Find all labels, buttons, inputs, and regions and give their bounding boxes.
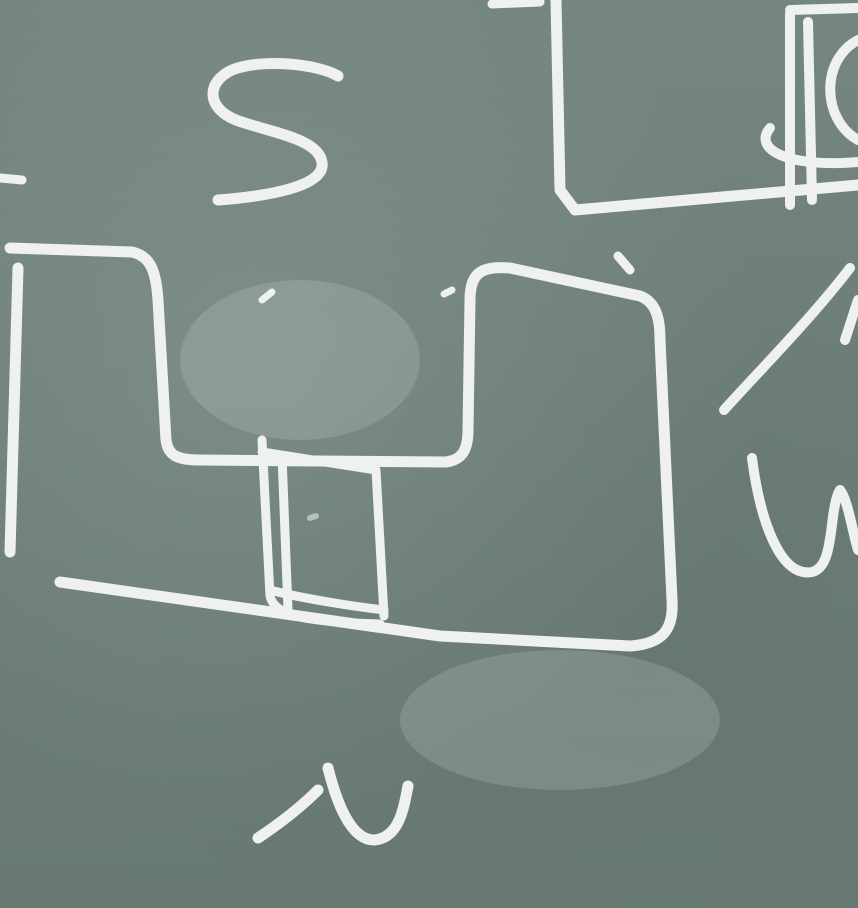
chalk-square-top-edge [487,0,545,9]
chalk-vertical-left [4,262,24,558]
chalk-dot [613,251,635,275]
chalk-symbol-top-right [760,3,858,210]
chalk-smudge [180,280,420,440]
chalk-dot [440,286,456,298]
chalk-dash-left [0,173,27,185]
chalk-dot [307,513,319,521]
chalk-dot [258,288,276,304]
chalk-square-top [550,0,858,216]
chalk-inner-square [257,435,389,629]
chalk-letter-w [747,453,858,578]
chalk-letter-n [252,762,414,846]
chalk-letter-s [207,57,344,206]
chalk-smudge [400,650,720,790]
chalk-notched-outline [4,242,678,652]
chalk-letter-a-partial [719,263,858,415]
